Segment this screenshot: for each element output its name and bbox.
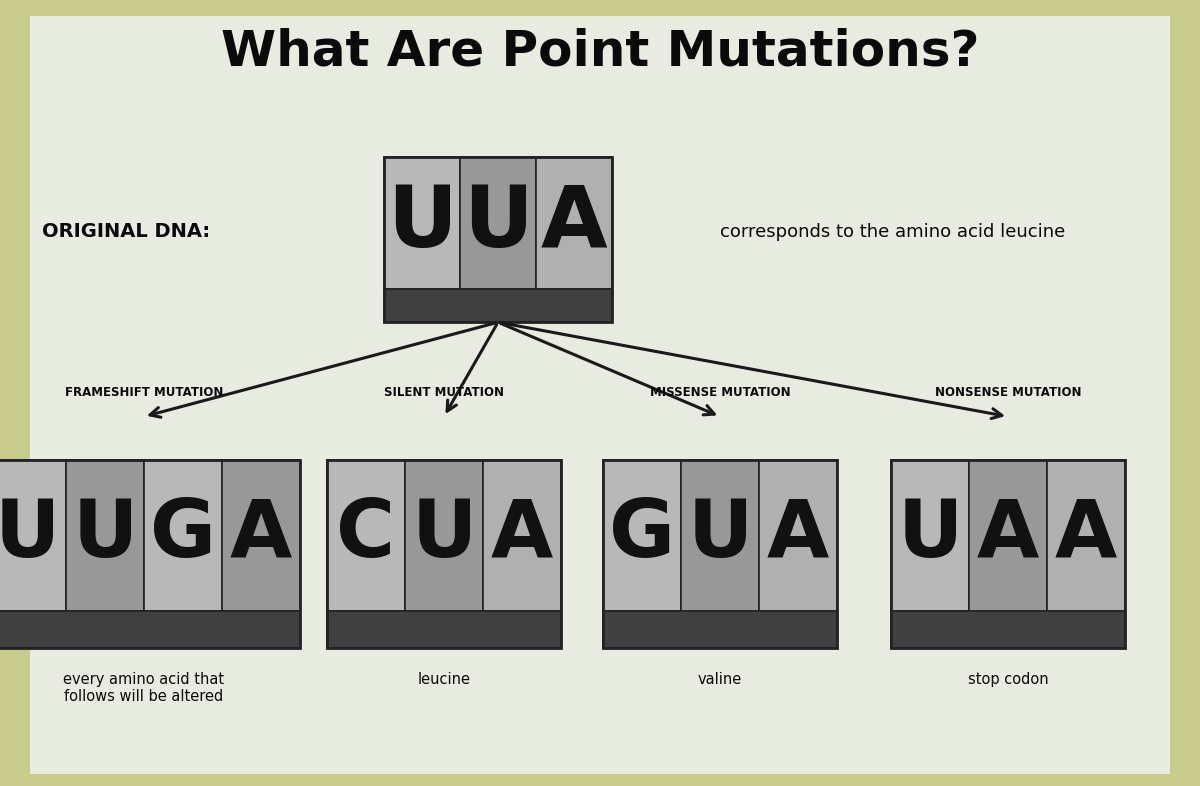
Text: U: U: [688, 496, 752, 575]
Text: A: A: [1055, 496, 1117, 575]
Bar: [404, 460, 482, 611]
Text: FRAMESHIFT MUTATION: FRAMESHIFT MUTATION: [65, 387, 223, 399]
Bar: [1046, 460, 1126, 611]
Bar: [0, 460, 66, 611]
Bar: [326, 460, 404, 611]
Text: What Are Point Mutations?: What Are Point Mutations?: [221, 27, 979, 75]
Bar: [482, 460, 562, 611]
Bar: [66, 460, 144, 611]
Text: U: U: [72, 496, 138, 575]
Bar: [326, 460, 562, 648]
Bar: [602, 460, 680, 611]
Text: A: A: [541, 182, 607, 265]
Text: U: U: [388, 182, 457, 265]
Text: A: A: [491, 496, 553, 575]
Bar: [602, 611, 838, 648]
Text: A: A: [977, 496, 1039, 575]
Text: U: U: [463, 182, 533, 265]
Text: every amino acid that
follows will be altered: every amino acid that follows will be al…: [64, 672, 224, 704]
Bar: [890, 460, 1126, 648]
Text: G: G: [150, 496, 216, 575]
Bar: [384, 289, 612, 322]
Text: corresponds to the amino acid leucine: corresponds to the amino acid leucine: [720, 223, 1066, 241]
Text: U: U: [412, 496, 476, 575]
Text: stop codon: stop codon: [967, 672, 1049, 687]
Bar: [384, 157, 460, 289]
Bar: [758, 460, 838, 611]
Bar: [680, 460, 758, 611]
Bar: [460, 157, 536, 289]
Text: MISSENSE MUTATION: MISSENSE MUTATION: [649, 387, 791, 399]
Text: C: C: [336, 496, 396, 575]
Bar: [144, 460, 222, 611]
Text: A: A: [230, 496, 292, 575]
Bar: [970, 460, 1046, 611]
Bar: [0, 460, 300, 648]
Bar: [890, 611, 1126, 648]
Text: SILENT MUTATION: SILENT MUTATION: [384, 387, 504, 399]
Text: G: G: [608, 496, 674, 575]
Bar: [0, 611, 300, 648]
Bar: [536, 157, 612, 289]
Text: A: A: [767, 496, 829, 575]
Text: valine: valine: [698, 672, 742, 687]
Text: U: U: [898, 496, 962, 575]
Bar: [890, 460, 968, 611]
Bar: [602, 460, 838, 648]
Bar: [384, 157, 612, 322]
Bar: [222, 460, 300, 611]
Text: U: U: [0, 496, 60, 575]
Bar: [326, 611, 562, 648]
Text: leucine: leucine: [418, 672, 470, 687]
Text: NONSENSE MUTATION: NONSENSE MUTATION: [935, 387, 1081, 399]
Text: ORIGINAL DNA:: ORIGINAL DNA:: [42, 222, 210, 241]
